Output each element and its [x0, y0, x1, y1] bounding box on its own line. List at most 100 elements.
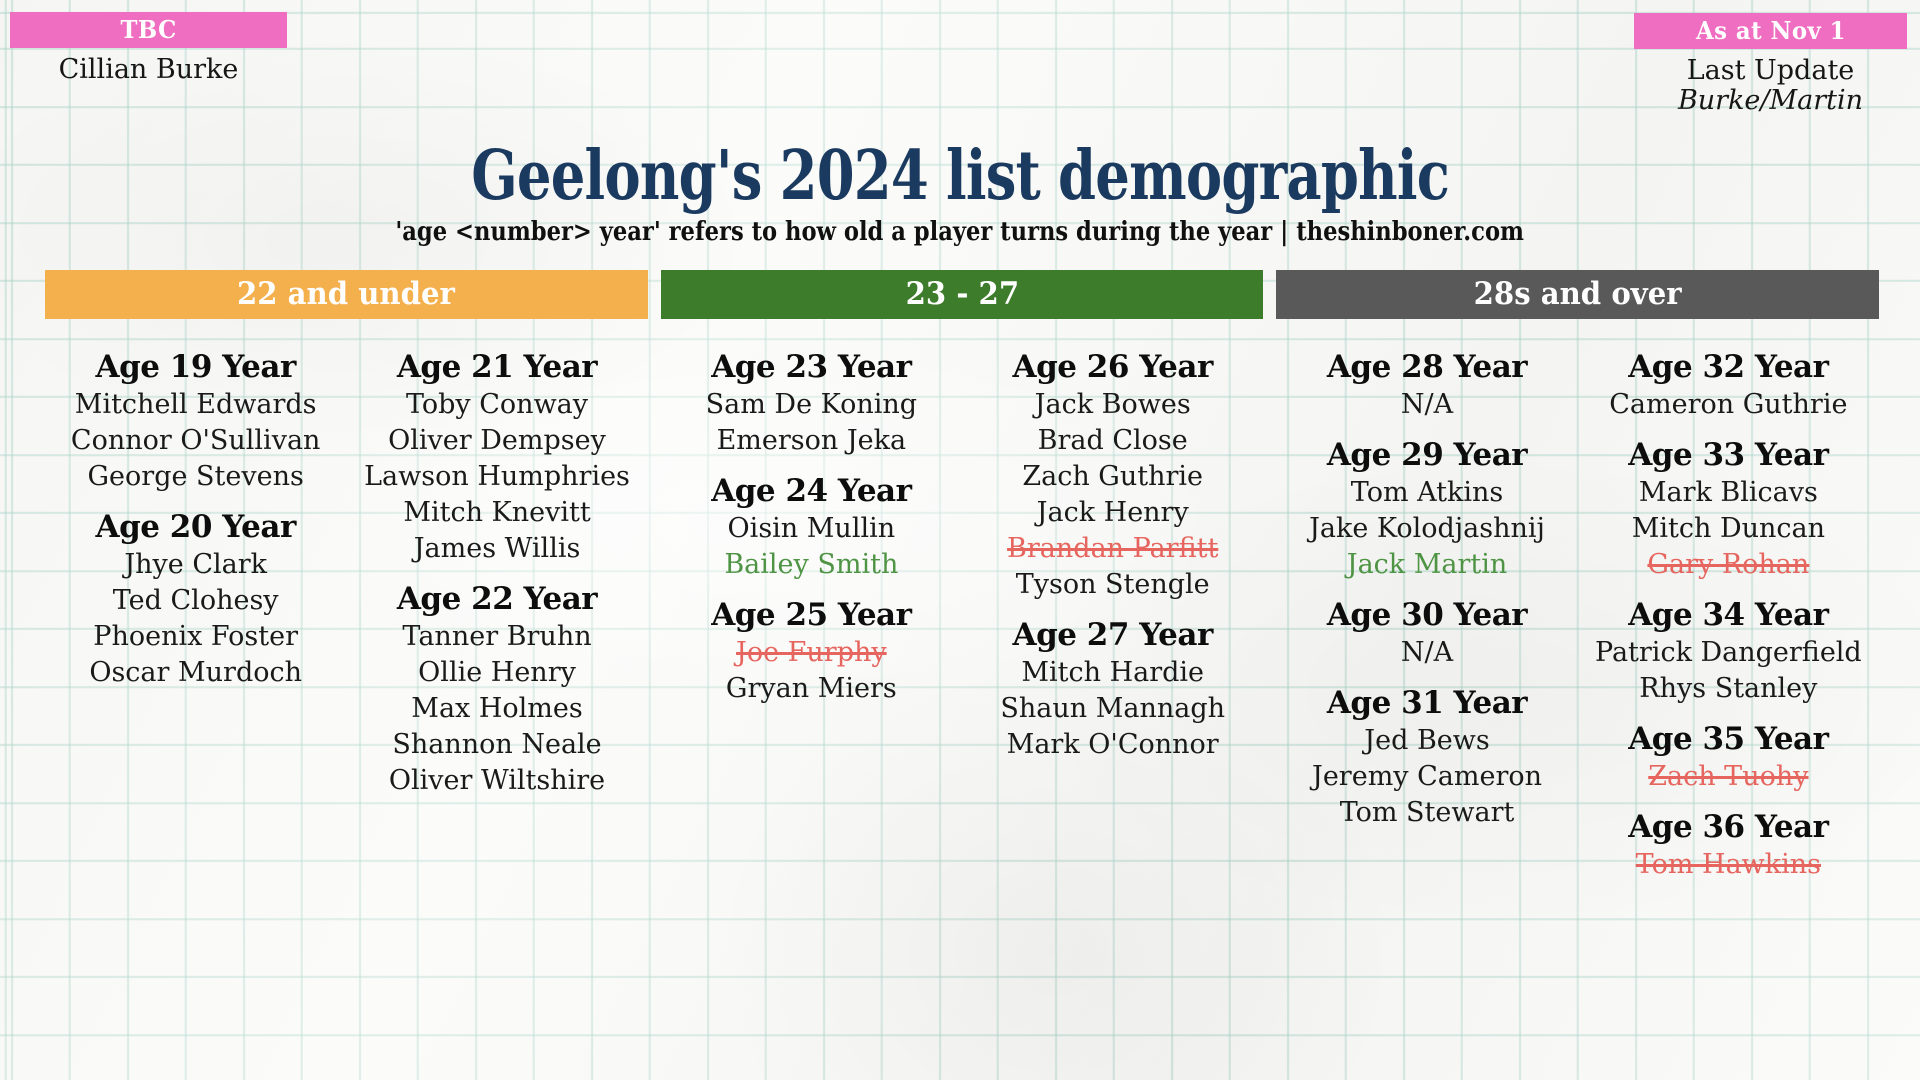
- player-name: Cameron Guthrie: [1609, 389, 1848, 420]
- section-header-28s-and-over: 28s and over: [1276, 270, 1880, 319]
- age-group-age-23-year: Age 23 Year Sam De Koning Emerson Jeka: [661, 347, 962, 459]
- player-name: Gryan Miers: [725, 673, 897, 704]
- player-name: Gary Rohan: [1647, 549, 1810, 580]
- player-name: Jhye Clark: [124, 549, 268, 580]
- player-name: Jeremy Cameron: [1312, 761, 1543, 792]
- age-column: Age 21 Year Toby Conway Oliver Dempsey Laws…: [346, 347, 647, 811]
- player-name: Jack Martin: [1346, 549, 1508, 580]
- age-group-age-33-year: Age 33 Year Mark Blicavs Mitch Duncan Gary …: [1578, 435, 1879, 583]
- player-name: Ollie Henry: [418, 657, 576, 688]
- player-name: Tom Atkins: [1350, 477, 1504, 508]
- player-name: Mitch Hardie: [1021, 657, 1205, 688]
- player-name: Mitch Knevitt: [403, 497, 591, 528]
- tbc-badge: TBC: [10, 12, 287, 48]
- player-name: Shannon Neale: [392, 729, 602, 760]
- player-name: Mark Blicavs: [1638, 477, 1818, 508]
- age-column: Age 26 Year Jack Bowes Brad Close Zach Guth…: [962, 347, 1263, 775]
- player-name: Ted Clohesy: [112, 585, 279, 616]
- player-name: James Willis: [413, 533, 581, 564]
- page-subtitle: 'age <number> year' refers to how old a …: [0, 217, 1920, 247]
- age-group-heading: Age 30 Year: [1326, 597, 1528, 633]
- player-name: Tom Stewart: [1339, 797, 1515, 828]
- section-28s-and-over: 28s and over Age 28 Year N/A Age 29 Year Tom…: [1276, 270, 1880, 895]
- age-column: Age 32 Year Cameron Guthrie Age 33 Year Mar…: [1578, 347, 1879, 895]
- player-name: George Stevens: [87, 461, 304, 492]
- player-name: Jack Henry: [1036, 497, 1189, 528]
- age-group-age-22-year: Age 22 Year Tanner Bruhn Ollie Henry Max Ho…: [346, 579, 647, 799]
- age-group-heading: Age 22 Year: [396, 581, 598, 617]
- age-group-age-25-year: Age 25 Year Joe Furphy Gryan Miers: [661, 595, 962, 707]
- age-group-heading: Age 25 Year: [711, 597, 912, 633]
- player-name: Oliver Wiltshire: [388, 765, 606, 796]
- player-name: Sam De Koning: [705, 389, 918, 420]
- section-header-23-27: 23 - 27: [660, 270, 1264, 319]
- age-group-age-20-year: Age 20 Year Jhye Clark Ted Clohesy Phoenix …: [45, 507, 346, 691]
- player-name: Mitch Duncan: [1631, 513, 1825, 544]
- player-name: Connor O'Sullivan: [70, 425, 321, 456]
- player-name: Tyson Stengle: [1015, 569, 1210, 600]
- age-group-age-29-year: Age 29 Year Tom Atkins Jake Kolodjashnij Ja…: [1276, 435, 1577, 583]
- age-group-heading: Age 31 Year: [1326, 685, 1528, 721]
- as-at-badge-label: As at Nov 1: [1695, 16, 1846, 45]
- age-group-heading: Age 21 Year: [396, 349, 598, 385]
- page-title-text: Geelong's 2024 list demographic: [471, 136, 1450, 216]
- player-name: Oliver Dempsey: [388, 425, 606, 456]
- age-group-heading: Age 33 Year: [1628, 437, 1829, 473]
- age-group-age-27-year: Age 27 Year Mitch Hardie Shaun Mannagh Mark…: [962, 615, 1263, 763]
- age-column: Age 28 Year N/A Age 29 Year Tom Atkins Jake …: [1276, 347, 1577, 895]
- player-name: Zach Tuohy: [1648, 761, 1809, 792]
- section-header-label: 23 - 27: [905, 276, 1019, 312]
- player-name: Mitchell Edwards: [74, 389, 317, 420]
- age-group-heading: Age 19 Year: [95, 349, 297, 385]
- age-group-age-30-year: Age 30 Year N/A: [1276, 595, 1577, 671]
- player-name: Bailey Smith: [724, 549, 899, 580]
- age-group-age-35-year: Age 35 Year Zach Tuohy: [1578, 719, 1879, 795]
- age-column: Age 23 Year Sam De Koning Emerson Jeka Age …: [661, 347, 962, 775]
- age-group-heading: Age 34 Year: [1628, 597, 1829, 633]
- age-group-heading: Age 23 Year: [711, 349, 912, 385]
- age-group-age-19-year: Age 19 Year Mitchell Edwards Connor O'Sull…: [45, 347, 346, 495]
- player-name: N/A: [1400, 637, 1454, 668]
- age-group-age-28-year: Age 28 Year N/A: [1276, 347, 1577, 423]
- player-name: N/A: [1400, 389, 1454, 420]
- section-23-27: 23 - 27 Age 23 Year Sam De Koning Emerson J…: [660, 270, 1264, 895]
- as-at-badge: As at Nov 1: [1634, 13, 1907, 49]
- player-name: Max Holmes: [411, 693, 583, 724]
- page-title: Geelong's 2024 list demographic: [0, 140, 1920, 212]
- age-group-heading: Age 32 Year: [1628, 349, 1829, 385]
- age-group-heading: Age 36 Year: [1628, 809, 1829, 845]
- player-name: Oisin Mullin: [727, 513, 896, 544]
- player-name: Zach Guthrie: [1022, 461, 1204, 492]
- tbc-badge-label: TBC: [120, 15, 177, 44]
- player-name: Rhys Stanley: [1639, 673, 1818, 704]
- age-group-heading: Age 24 Year: [711, 473, 912, 509]
- player-name: Jack Bowes: [1034, 389, 1191, 420]
- tbc-player-name: Cillian Burke: [58, 54, 239, 85]
- player-name: Mark O'Connor: [1006, 729, 1219, 760]
- player-name: Tom Hawkins: [1635, 849, 1822, 880]
- section-columns: Age 19 Year Mitchell Edwards Connor O'Sull…: [45, 347, 648, 811]
- age-group-heading: Age 26 Year: [1012, 349, 1214, 385]
- age-sections: 22 and under Age 19 Year Mitchell Edwards C…: [45, 270, 1880, 895]
- age-group-age-32-year: Age 32 Year Cameron Guthrie: [1578, 347, 1879, 423]
- player-name: Shaun Mannagh: [1000, 693, 1225, 724]
- section-header-22-and-under: 22 and under: [45, 270, 648, 319]
- title-block: Geelong's 2024 list demographic 'age <nu…: [0, 140, 1920, 247]
- age-group-age-31-year: Age 31 Year Jed Bews Jeremy Cameron Tom Ste…: [1276, 683, 1577, 831]
- section-columns: Age 23 Year Sam De Koning Emerson Jeka Age …: [661, 347, 1264, 775]
- player-name: Jake Kolodjashnij: [1309, 513, 1545, 544]
- player-name: Brandan Parfitt: [1007, 533, 1219, 564]
- page-subtitle-text: 'age <number> year' refers to how old a …: [395, 217, 1525, 247]
- player-name: Brad Close: [1037, 425, 1188, 456]
- player-name: Toby Conway: [405, 389, 589, 420]
- last-update-block: As at Nov 1 Last Update Burke/Martin: [1634, 13, 1907, 116]
- player-name: Phoenix Foster: [93, 621, 299, 652]
- age-group-age-21-year: Age 21 Year Toby Conway Oliver Dempsey Laws…: [346, 347, 647, 567]
- age-group-age-24-year: Age 24 Year Oisin Mullin Bailey Smith: [661, 471, 962, 583]
- player-name: Tanner Bruhn: [402, 621, 592, 652]
- last-update-label: Last Update: [1686, 55, 1855, 86]
- age-group-age-36-year: Age 36 Year Tom Hawkins: [1578, 807, 1879, 883]
- age-group-heading: Age 35 Year: [1628, 721, 1829, 757]
- player-name: Patrick Dangerfield: [1595, 637, 1862, 668]
